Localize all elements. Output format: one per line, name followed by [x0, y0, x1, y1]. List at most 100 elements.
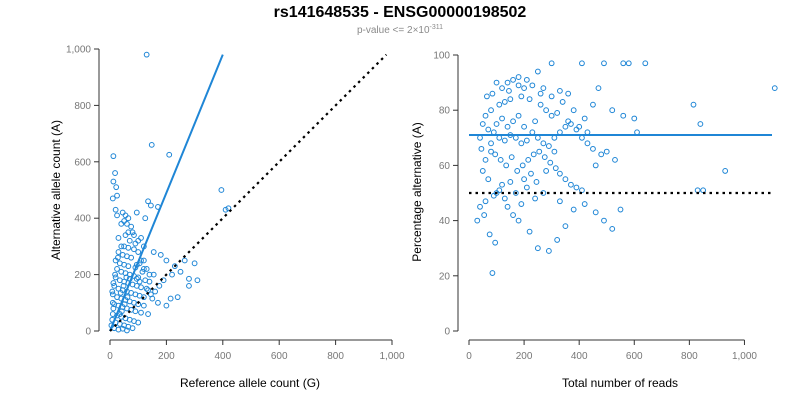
right-data-point	[474, 217, 481, 224]
right-data-point	[515, 217, 522, 224]
right-data-point	[595, 85, 602, 92]
right-data-point	[625, 60, 632, 67]
right-data-point	[568, 181, 574, 188]
left-data-point	[118, 243, 125, 250]
right-data-point	[598, 151, 605, 158]
right-data-point	[534, 245, 541, 252]
left-data-point	[171, 263, 178, 270]
right-data-point	[562, 123, 569, 130]
right-y-tick-label: 20	[439, 271, 451, 282]
left-y-tick-label: 1,000	[66, 45, 91, 56]
right-data-point	[528, 170, 534, 177]
left-data-point	[157, 251, 164, 258]
right-data-point	[488, 148, 494, 155]
right-data-point	[501, 137, 508, 144]
right-data-point	[545, 248, 552, 254]
right-data-point	[497, 156, 504, 163]
right-data-point	[525, 156, 532, 163]
right-data-point	[499, 181, 505, 188]
left-data-point	[181, 257, 188, 264]
left-data-point	[123, 274, 130, 281]
right-data-point	[526, 96, 533, 103]
right-x-tick-label: 1,000	[732, 351, 757, 362]
right-data-point	[697, 121, 704, 127]
left-x-tick-label: 400	[214, 351, 231, 362]
right-data-point	[548, 93, 555, 100]
left-data-point	[110, 280, 117, 286]
right-data-point	[529, 129, 536, 136]
right-data-point	[601, 217, 607, 224]
right-data-point	[551, 134, 558, 141]
left-data-point	[121, 218, 127, 224]
left-data-point	[113, 184, 120, 191]
right-data-point	[477, 134, 483, 141]
left-data-point	[125, 229, 132, 236]
left-data-point	[109, 291, 116, 298]
left-data-point	[169, 271, 175, 278]
right-data-point	[590, 145, 596, 152]
right-data-point	[562, 223, 569, 230]
left-y-tick-label: 0	[85, 327, 91, 338]
right-data-point	[506, 87, 512, 94]
right-data-point	[481, 212, 488, 218]
left-data-point	[110, 153, 117, 160]
right-data-point	[601, 60, 607, 67]
right-data-point	[537, 101, 544, 108]
left-data-point	[135, 319, 142, 326]
left-data-point	[133, 209, 140, 216]
right-data-point	[536, 148, 543, 155]
right-data-point	[518, 93, 525, 100]
left-data-point	[122, 232, 129, 239]
right-data-point	[541, 154, 548, 161]
left-y-tick-label: 600	[74, 157, 91, 168]
right-data-point	[504, 203, 511, 210]
right-data-point	[482, 156, 489, 163]
right-data-point	[482, 112, 489, 119]
right-data-point	[537, 90, 544, 97]
right-y-tick-label: 40	[439, 216, 451, 227]
right-data-point	[489, 270, 496, 276]
right-data-point	[609, 225, 616, 232]
right-data-point	[504, 123, 511, 130]
right-data-point	[533, 179, 540, 185]
left-data-point	[152, 288, 159, 295]
left-data-point	[143, 266, 150, 272]
left-data-point	[128, 223, 135, 230]
left-x-tick-label: 1,000	[379, 351, 404, 362]
left-data-point	[177, 268, 184, 275]
right-data-point	[526, 228, 533, 235]
right-data-point	[510, 76, 516, 83]
right-data-point	[534, 68, 541, 75]
left-data-point	[112, 271, 118, 278]
left-data-point	[142, 215, 149, 222]
left-data-point	[163, 257, 170, 264]
right-data-point	[521, 85, 527, 92]
left-data-point	[110, 305, 117, 312]
right-data-point	[543, 107, 550, 114]
right-x-tick-label: 600	[626, 351, 643, 362]
left-data-point	[150, 271, 157, 278]
left-y-tick-label: 400	[74, 214, 91, 225]
left-data-point	[140, 257, 147, 264]
right-data-point	[565, 118, 572, 125]
left-data-point	[124, 327, 130, 334]
right-data-point	[557, 129, 563, 136]
left-data-point	[131, 232, 137, 239]
right-x-axis-title: Total number of reads	[562, 376, 678, 390]
right-x-tick-label: 400	[571, 351, 588, 362]
right-data-point	[545, 143, 552, 149]
left-x-tick-label: 200	[158, 351, 175, 362]
left-data-point	[191, 260, 198, 267]
right-data-point	[581, 201, 588, 207]
right-data-point	[532, 118, 539, 125]
left-data-point	[125, 244, 132, 251]
right-data-point	[631, 115, 638, 122]
left-data-point	[147, 202, 154, 209]
right-data-point	[584, 140, 591, 147]
right-data-point	[515, 74, 522, 80]
right-data-point	[492, 239, 499, 246]
right-data-point	[530, 151, 537, 158]
right-data-point	[523, 184, 530, 191]
right-data-point	[562, 176, 569, 183]
right-data-point	[642, 60, 649, 67]
